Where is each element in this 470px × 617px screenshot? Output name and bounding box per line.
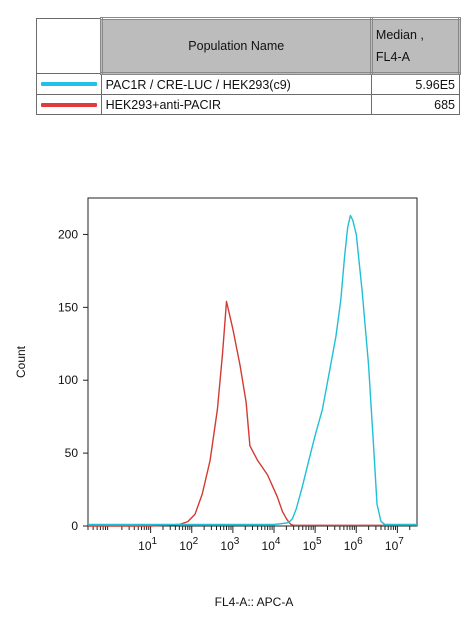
y-tick-label: 200 [58, 227, 78, 241]
legend-median-value: 5.96E5 [370, 73, 461, 95]
x-tick-label: 103 [220, 536, 239, 553]
x-tick-label: 105 [303, 536, 322, 553]
y-tick-label: 100 [58, 373, 78, 387]
legend-header-median-line2: FL4-A [375, 50, 410, 64]
series-line-cyan [88, 214, 417, 526]
y-tick-label: 150 [58, 300, 78, 314]
legend-swatch-red [41, 102, 97, 107]
legend-table: Population Name Median , FL4-A PAC1R / C… [36, 17, 462, 115]
x-tick-label: 106 [344, 536, 363, 553]
legend-header-population-name: Population Name [99, 17, 373, 75]
legend-header-median: Median , FL4-A [369, 17, 462, 75]
legend-population-name: HEK293+anti-PACIR [100, 94, 372, 115]
legend-swatch-cell [36, 73, 102, 95]
x-axis-label: FL4-A:: APC-A [215, 595, 294, 609]
series-group [88, 214, 417, 527]
x-tick-label: 102 [179, 536, 198, 553]
legend-median-value: 685 [370, 94, 461, 115]
legend-header-blank [36, 18, 102, 74]
x-tick-label: 107 [385, 536, 404, 553]
legend-swatch-cyan [41, 82, 97, 86]
legend-row: PAC1R / CRE-LUC / HEK293(c9) 5.96E5 [36, 73, 461, 95]
legend-swatch-cell [36, 94, 102, 115]
legend-header-median-line1: Median , [375, 28, 424, 42]
x-tick-label: 101 [138, 536, 157, 553]
y-axis-label: Count [14, 345, 28, 378]
y-tick-label: 50 [65, 446, 79, 460]
series-line-red [88, 300, 417, 527]
y-tick-label: 0 [71, 519, 78, 533]
axis-ticks: 0 50 100 150 200 101 102 103 104 105 106 107 [58, 227, 411, 553]
x-tick-label: 104 [262, 536, 281, 553]
legend-population-name: PAC1R / CRE-LUC / HEK293(c9) [100, 73, 372, 95]
legend-row: HEK293+anti-PACIR 685 [36, 94, 461, 115]
